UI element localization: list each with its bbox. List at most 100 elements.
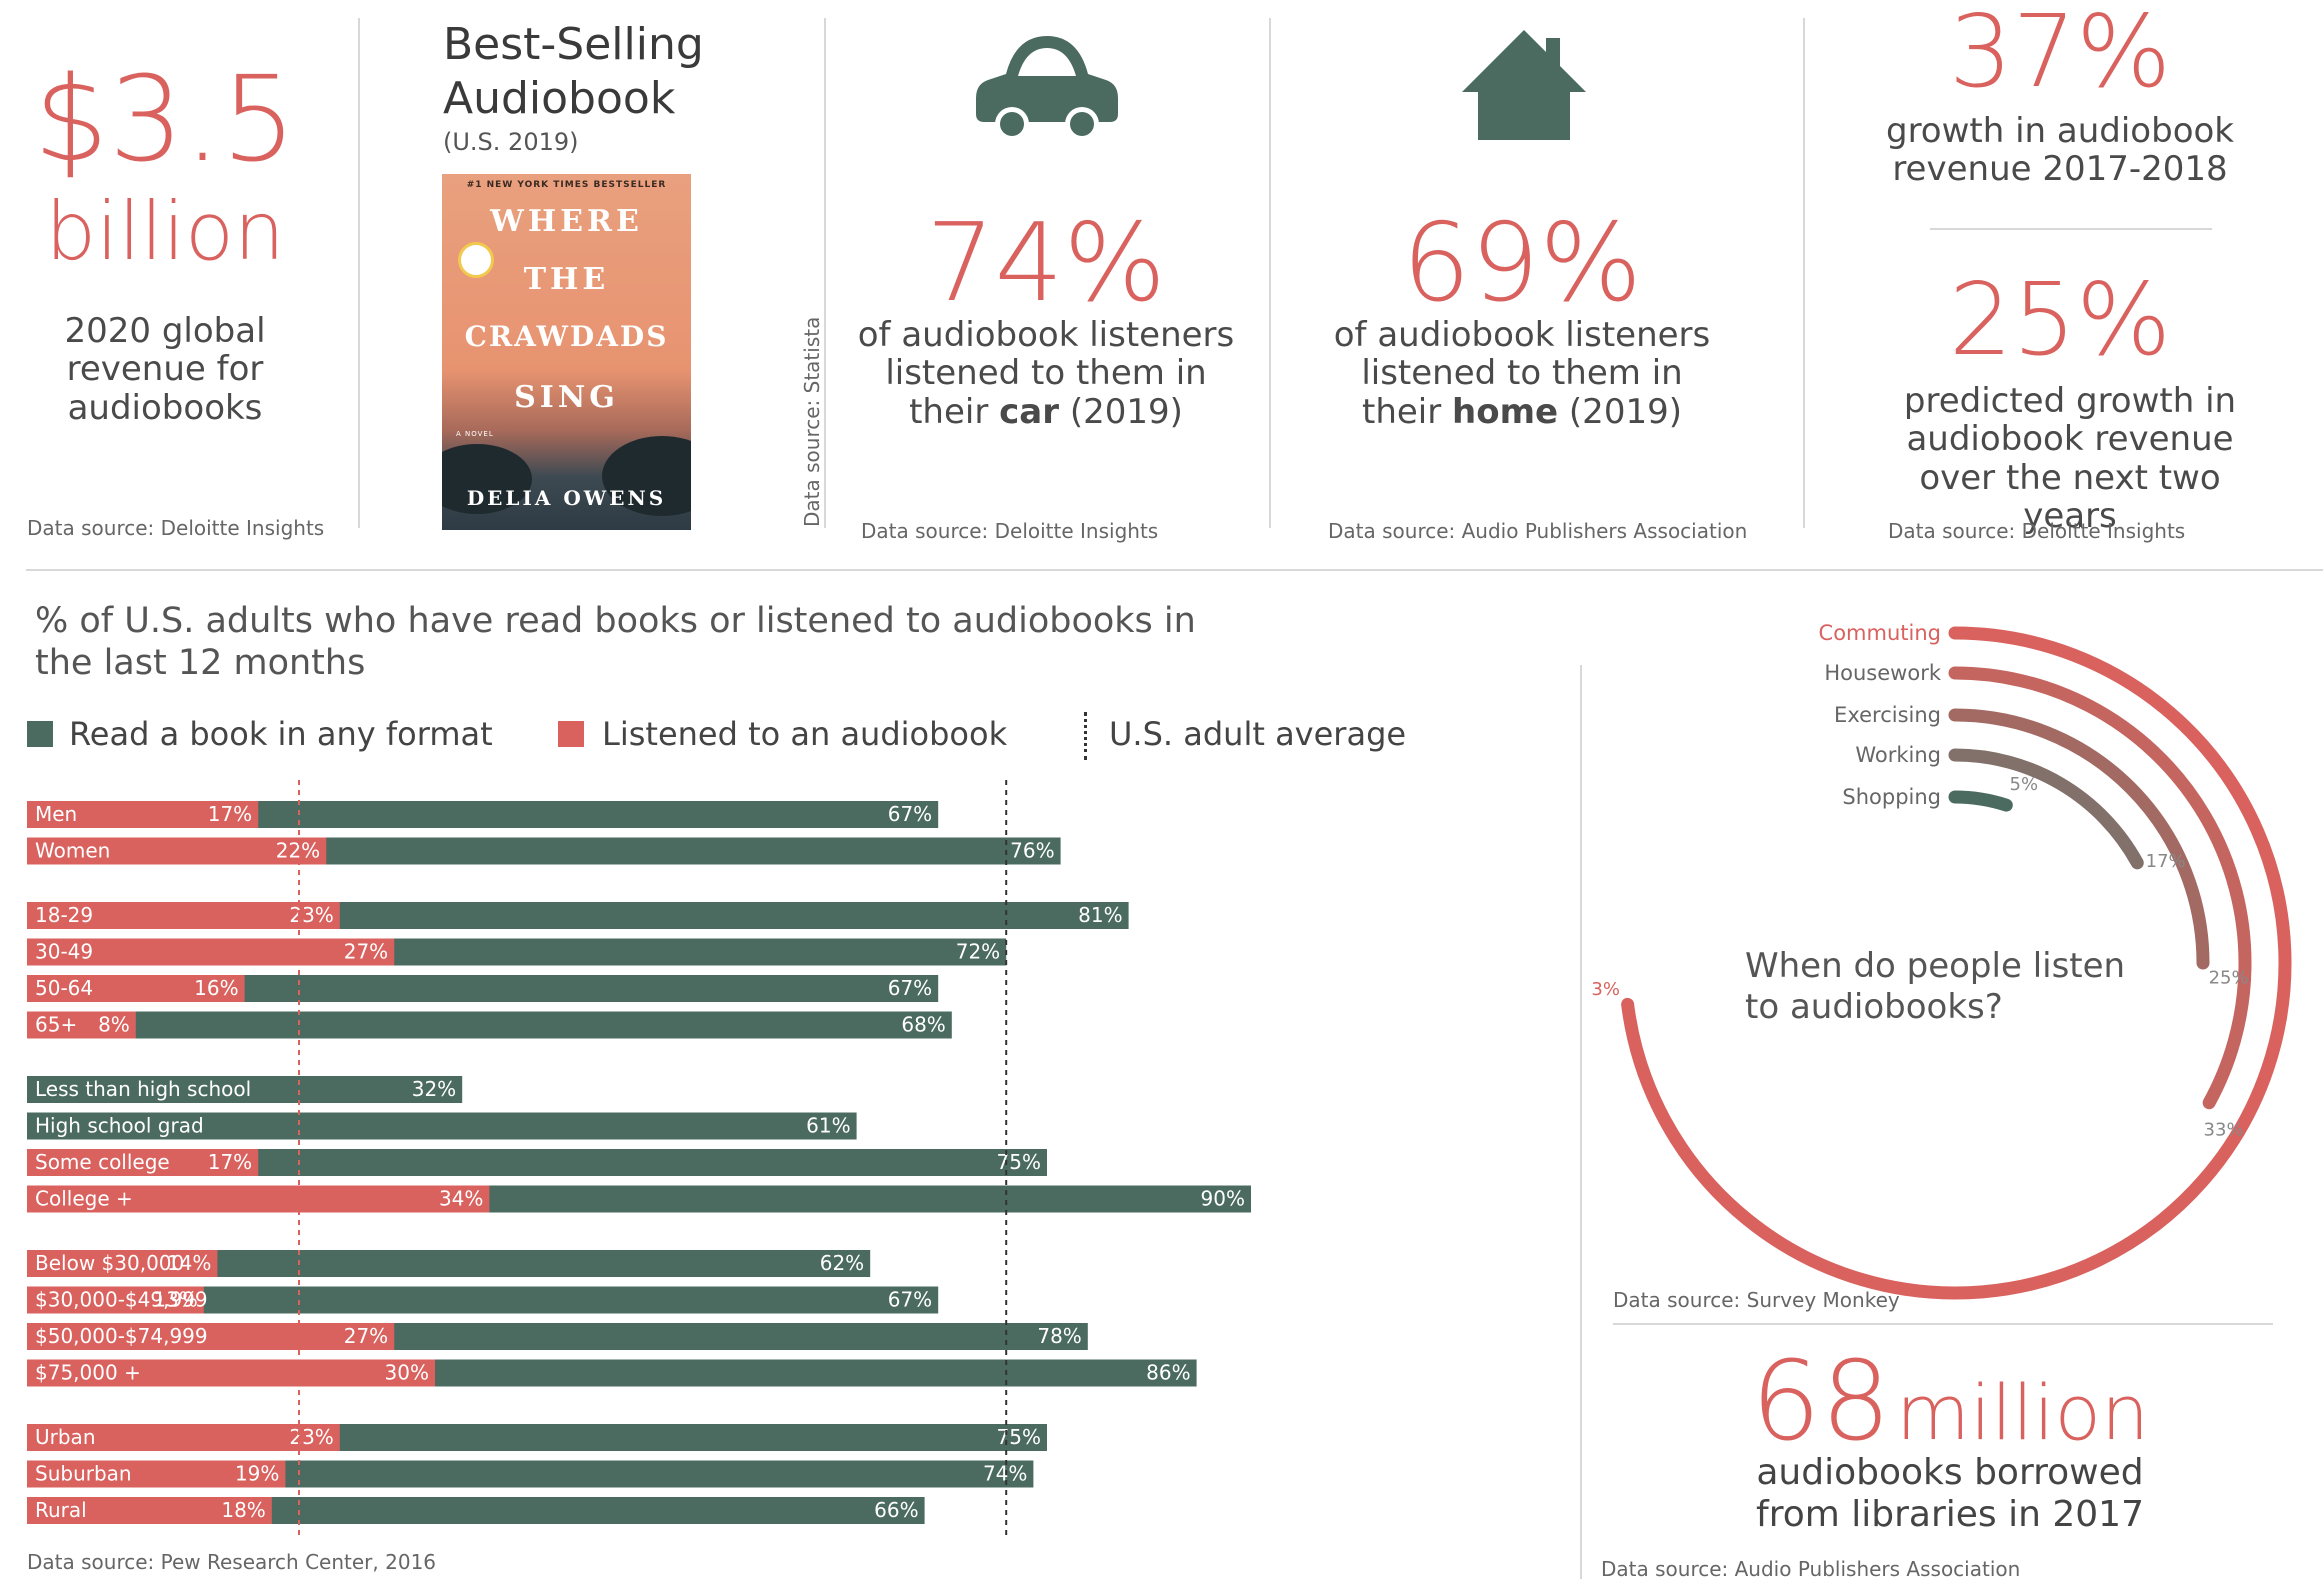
radial-category-label: Exercising — [1834, 703, 1941, 727]
audiobook-value-label: 18% — [221, 1498, 265, 1522]
library-unit: million — [1895, 1368, 2150, 1457]
book-value-label: 81% — [1078, 903, 1122, 927]
legend-label-audiobook: Listened to an audiobook — [602, 715, 1008, 753]
legend-swatch-book — [27, 721, 53, 747]
car-desc-year: (2019) — [1069, 391, 1183, 432]
book-value-label: 86% — [1146, 1361, 1190, 1385]
radial-category-label: Commuting — [1819, 621, 1941, 645]
category-label: High school grad — [35, 1114, 204, 1138]
category-label: College + — [35, 1187, 133, 1211]
audiobook-value-label: 14% — [167, 1251, 211, 1275]
audiobook-bar — [27, 1323, 395, 1350]
book-value-label: 74% — [983, 1462, 1027, 1486]
book-value-label: 68% — [901, 1013, 945, 1037]
car-value: 74% — [925, 201, 1167, 326]
category-label: Men — [35, 802, 77, 826]
radial-arc — [1621, 626, 2292, 1300]
audiobook-bar — [27, 837, 327, 865]
book-value-label: 62% — [820, 1251, 864, 1275]
audiobook-value-label: 23% — [289, 903, 333, 927]
revenue-stat: $3.5 billion 2020 global revenue for aud… — [10, 60, 320, 427]
cover-title-line: WHERE — [490, 204, 643, 239]
radial-chart: Commuting 73% Housework 33% Exercising 25% Wor… — [1590, 621, 2292, 1300]
audiobook-bar — [27, 938, 395, 966]
book-value-label: 67% — [888, 976, 932, 1000]
library-source: Data source: Audio Publishers Associatio… — [1601, 1557, 2021, 1581]
category-label: Below $30,000 — [35, 1251, 184, 1275]
revenue-source: Data source: Deloitte Insights — [27, 516, 325, 540]
audiobook-value-label: 30% — [385, 1361, 429, 1385]
radial-value-label: 73% — [1590, 979, 1620, 1000]
divider — [824, 18, 826, 528]
revenue-unit: billion — [45, 185, 285, 278]
book-value-label: 66% — [874, 1498, 918, 1522]
revenue-value: $3.5 — [33, 50, 297, 188]
audiobook-bar — [27, 1424, 340, 1451]
book-bar — [27, 1076, 463, 1103]
car-source: Data source: Deloitte Insights — [861, 519, 1159, 543]
radial-value-label: 17% — [2146, 851, 2186, 872]
radial-arc — [1948, 666, 2252, 1110]
category-label: Rural — [35, 1498, 87, 1522]
audiobook-bar — [27, 801, 259, 828]
audiobook-bar — [27, 1250, 218, 1277]
radial-source: Data source: Survey Monkey — [1613, 1288, 1900, 1312]
growth-desc-2: predicted growth in audiobook revenue ov… — [1903, 381, 2237, 537]
cover-title-line: SING — [514, 380, 619, 415]
category-label: Suburban — [35, 1462, 132, 1486]
divider — [358, 18, 360, 528]
radial-value-label: 33% — [2204, 1120, 2244, 1141]
library-stat: 68 million — [1650, 1346, 2250, 1456]
home-source: Data source: Audio Publishers Associatio… — [1328, 519, 1748, 543]
book-value-label: 72% — [956, 940, 1000, 964]
divider — [26, 569, 2323, 571]
audiobook-value-label: 23% — [289, 1425, 333, 1449]
book-bar — [27, 1011, 952, 1039]
book-value-label: 75% — [997, 1150, 1041, 1174]
library-desc: audiobooks borrowed from libraries in 20… — [1756, 1452, 2144, 1535]
book-value-label: 78% — [1037, 1324, 1081, 1348]
home-desc-year: (2019) — [1568, 391, 1682, 432]
book-source: Data source: Statista — [800, 316, 824, 527]
growth-source: Data source: Deloitte Insights — [1888, 519, 2186, 543]
radial-category-label: Housework — [1824, 661, 1941, 685]
audiobook-value-label: 27% — [344, 1324, 388, 1348]
book-value-label: 90% — [1201, 1187, 1245, 1211]
audiobook-bar — [27, 1359, 435, 1387]
divider — [1269, 18, 1271, 528]
radial-title: When do people listen to audiobooks? — [1745, 946, 2126, 1027]
radial-value-label: 25% — [2209, 967, 2249, 988]
category-label: 50-64 — [35, 976, 93, 1000]
divider — [1930, 228, 2212, 230]
book-value-label: 61% — [806, 1114, 850, 1138]
home-desc: of audiobook listeners listened to them … — [1332, 316, 1712, 431]
audiobook-value-label: 8% — [98, 1013, 130, 1037]
home-value: 69% — [1401, 201, 1643, 326]
category-label: $50,000-$74,999 — [35, 1324, 208, 1348]
legend-average-line — [1084, 712, 1087, 760]
legend-label-book: Read a book in any format — [69, 715, 493, 753]
book-value-label: 76% — [1010, 839, 1054, 863]
book-heading: Best-Selling Audiobook — [443, 19, 704, 124]
audiobook-value-label: 13% — [153, 1288, 197, 1312]
audiobook-value-label: 22% — [276, 839, 320, 863]
legend-swatch-audiobook — [558, 721, 584, 747]
audiobook-value-label: 17% — [208, 1150, 252, 1174]
audiobook-value-label: 17% — [208, 802, 252, 826]
category-label: $75,000 + — [35, 1361, 141, 1385]
car-desc-text: of audiobook listeners listened to them … — [857, 315, 1235, 432]
car-desc-bold: car — [999, 391, 1060, 432]
audiobook-value-label: 34% — [439, 1187, 483, 1211]
legend-label-average: U.S. adult average — [1109, 715, 1407, 753]
cover-title-line: THE — [523, 262, 610, 297]
category-label: Urban — [35, 1425, 96, 1449]
book-cover: #1 NEW YORK TIMES BESTSELLER WHERE THE C… — [442, 174, 691, 530]
book-value-label: 67% — [888, 802, 932, 826]
radial-category-label: Working — [1855, 743, 1941, 767]
book-bar — [27, 1112, 857, 1140]
book-value-label: 67% — [888, 1288, 932, 1312]
cover-title-line: CRAWDADS — [464, 320, 669, 353]
audiobook-value-label: 19% — [235, 1462, 279, 1486]
category-label: Women — [35, 839, 110, 863]
audiobook-value-label: 27% — [344, 940, 388, 964]
